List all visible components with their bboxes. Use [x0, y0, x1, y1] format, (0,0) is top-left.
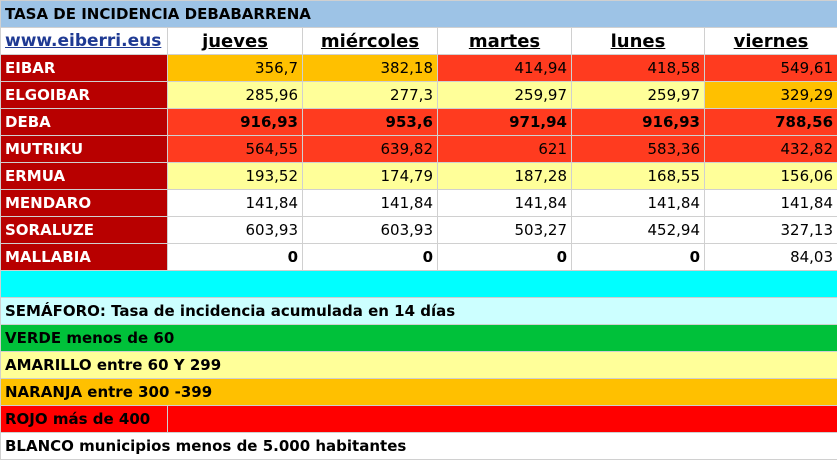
- value-cell: 327,13: [703, 216, 837, 244]
- value-cell: 356,7: [167, 54, 303, 82]
- table-row: ERMUA 193,52 174,79 187,28 168,55 156,06: [0, 162, 837, 190]
- value-cell: 0: [302, 243, 438, 271]
- value-cell: 277,3: [302, 81, 438, 109]
- value-cell: 639,82: [302, 135, 438, 163]
- source-link[interactable]: www.eiberri.eus: [0, 27, 168, 55]
- legend-row-amarillo: AMARILLO entre 60 Y 299: [0, 351, 837, 379]
- legend-row-naranja: NARANJA entre 300 -399: [0, 378, 837, 406]
- town-name: ELGOIBAR: [0, 81, 168, 109]
- legend-row-rojo: ROJO más de 400: [0, 405, 837, 433]
- town-name: DEBA: [0, 108, 168, 136]
- value-cell: 329,29: [703, 81, 837, 109]
- legend-verde: VERDE menos de 60: [0, 324, 837, 352]
- value-cell: 141,84: [437, 189, 572, 217]
- value-cell: 953,6: [302, 108, 438, 136]
- col-header-viernes: viernes: [703, 27, 837, 55]
- value-cell: 259,97: [571, 81, 705, 109]
- legend-rojo: ROJO más de 400: [0, 405, 168, 433]
- table-row: ELGOIBAR 285,96 277,3 259,97 259,97 329,29: [0, 81, 837, 109]
- value-cell: 84,03: [703, 243, 837, 271]
- town-name: ERMUA: [0, 162, 168, 190]
- value-cell: 0: [167, 243, 303, 271]
- legend-row-blanco: BLANCO municipios menos de 5.000 habitan…: [0, 432, 837, 460]
- title-row: TASA DE INCIDENCIA DEBABARRENA: [0, 0, 837, 28]
- value-cell: 141,84: [703, 189, 837, 217]
- value-cell: 141,84: [302, 189, 438, 217]
- col-header-miercoles: miércoles: [302, 27, 438, 55]
- value-cell: 549,61: [703, 54, 837, 82]
- legend-naranja: NARANJA entre 300 -399: [0, 378, 837, 406]
- town-name: EIBAR: [0, 54, 168, 82]
- table-row: EIBAR 356,7 382,18 414,94 418,58 549,61: [0, 54, 837, 82]
- legend-row-semaforo: SEMÁFORO: Tasa de incidencia acumulada e…: [0, 297, 837, 325]
- value-cell: 187,28: [437, 162, 572, 190]
- legend-row-verde: VERDE menos de 60: [0, 324, 837, 352]
- value-cell: 583,36: [571, 135, 705, 163]
- legend-semaforo: SEMÁFORO: Tasa de incidencia acumulada e…: [0, 297, 837, 325]
- value-cell: 0: [437, 243, 572, 271]
- value-cell: 382,18: [302, 54, 438, 82]
- col-header-martes: martes: [437, 27, 572, 55]
- value-cell: 971,94: [437, 108, 572, 136]
- value-cell: 452,94: [571, 216, 705, 244]
- incidence-table: TASA DE INCIDENCIA DEBABARRENA www.eiber…: [0, 0, 837, 460]
- value-cell: 788,56: [703, 108, 837, 136]
- header-row: www.eiberri.eus jueves miércoles martes …: [0, 27, 837, 55]
- value-cell: 621: [437, 135, 572, 163]
- value-cell: 418,58: [571, 54, 705, 82]
- value-cell: 259,97: [437, 81, 572, 109]
- value-cell: 141,84: [167, 189, 303, 217]
- table-row: SORALUZE 603,93 603,93 503,27 452,94 327,13: [0, 216, 837, 244]
- value-cell: 168,55: [571, 162, 705, 190]
- table-row: MUTRIKU 564,55 639,82 621 583,36 432,82: [0, 135, 837, 163]
- value-cell: 603,93: [167, 216, 303, 244]
- town-name: MALLABIA: [0, 243, 168, 271]
- value-cell: 503,27: [437, 216, 572, 244]
- value-cell: 564,55: [167, 135, 303, 163]
- col-header-lunes: lunes: [571, 27, 705, 55]
- spacer-cell: [0, 270, 837, 298]
- table-title: TASA DE INCIDENCIA DEBABARRENA: [0, 0, 837, 28]
- legend-blanco: BLANCO municipios menos de 5.000 habitan…: [0, 432, 837, 460]
- value-cell: 193,52: [167, 162, 303, 190]
- town-name: MUTRIKU: [0, 135, 168, 163]
- legend-amarillo: AMARILLO entre 60 Y 299: [0, 351, 837, 379]
- value-cell: 432,82: [703, 135, 837, 163]
- table-row: MALLABIA 0 0 0 0 84,03: [0, 243, 837, 271]
- value-cell: 156,06: [703, 162, 837, 190]
- value-cell: 141,84: [571, 189, 705, 217]
- town-name: MENDARO: [0, 189, 168, 217]
- value-cell: 603,93: [302, 216, 438, 244]
- value-cell: 916,93: [571, 108, 705, 136]
- value-cell: 0: [571, 243, 705, 271]
- value-cell: 414,94: [437, 54, 572, 82]
- value-cell: 174,79: [302, 162, 438, 190]
- spacer-row: [0, 270, 837, 298]
- legend-rojo-fill: [166, 405, 837, 433]
- table-row: DEBA 916,93 953,6 971,94 916,93 788,56: [0, 108, 837, 136]
- col-header-jueves: jueves: [167, 27, 303, 55]
- value-cell: 285,96: [167, 81, 303, 109]
- town-name: SORALUZE: [0, 216, 168, 244]
- table-row: MENDARO 141,84 141,84 141,84 141,84 141,84: [0, 189, 837, 217]
- value-cell: 916,93: [167, 108, 303, 136]
